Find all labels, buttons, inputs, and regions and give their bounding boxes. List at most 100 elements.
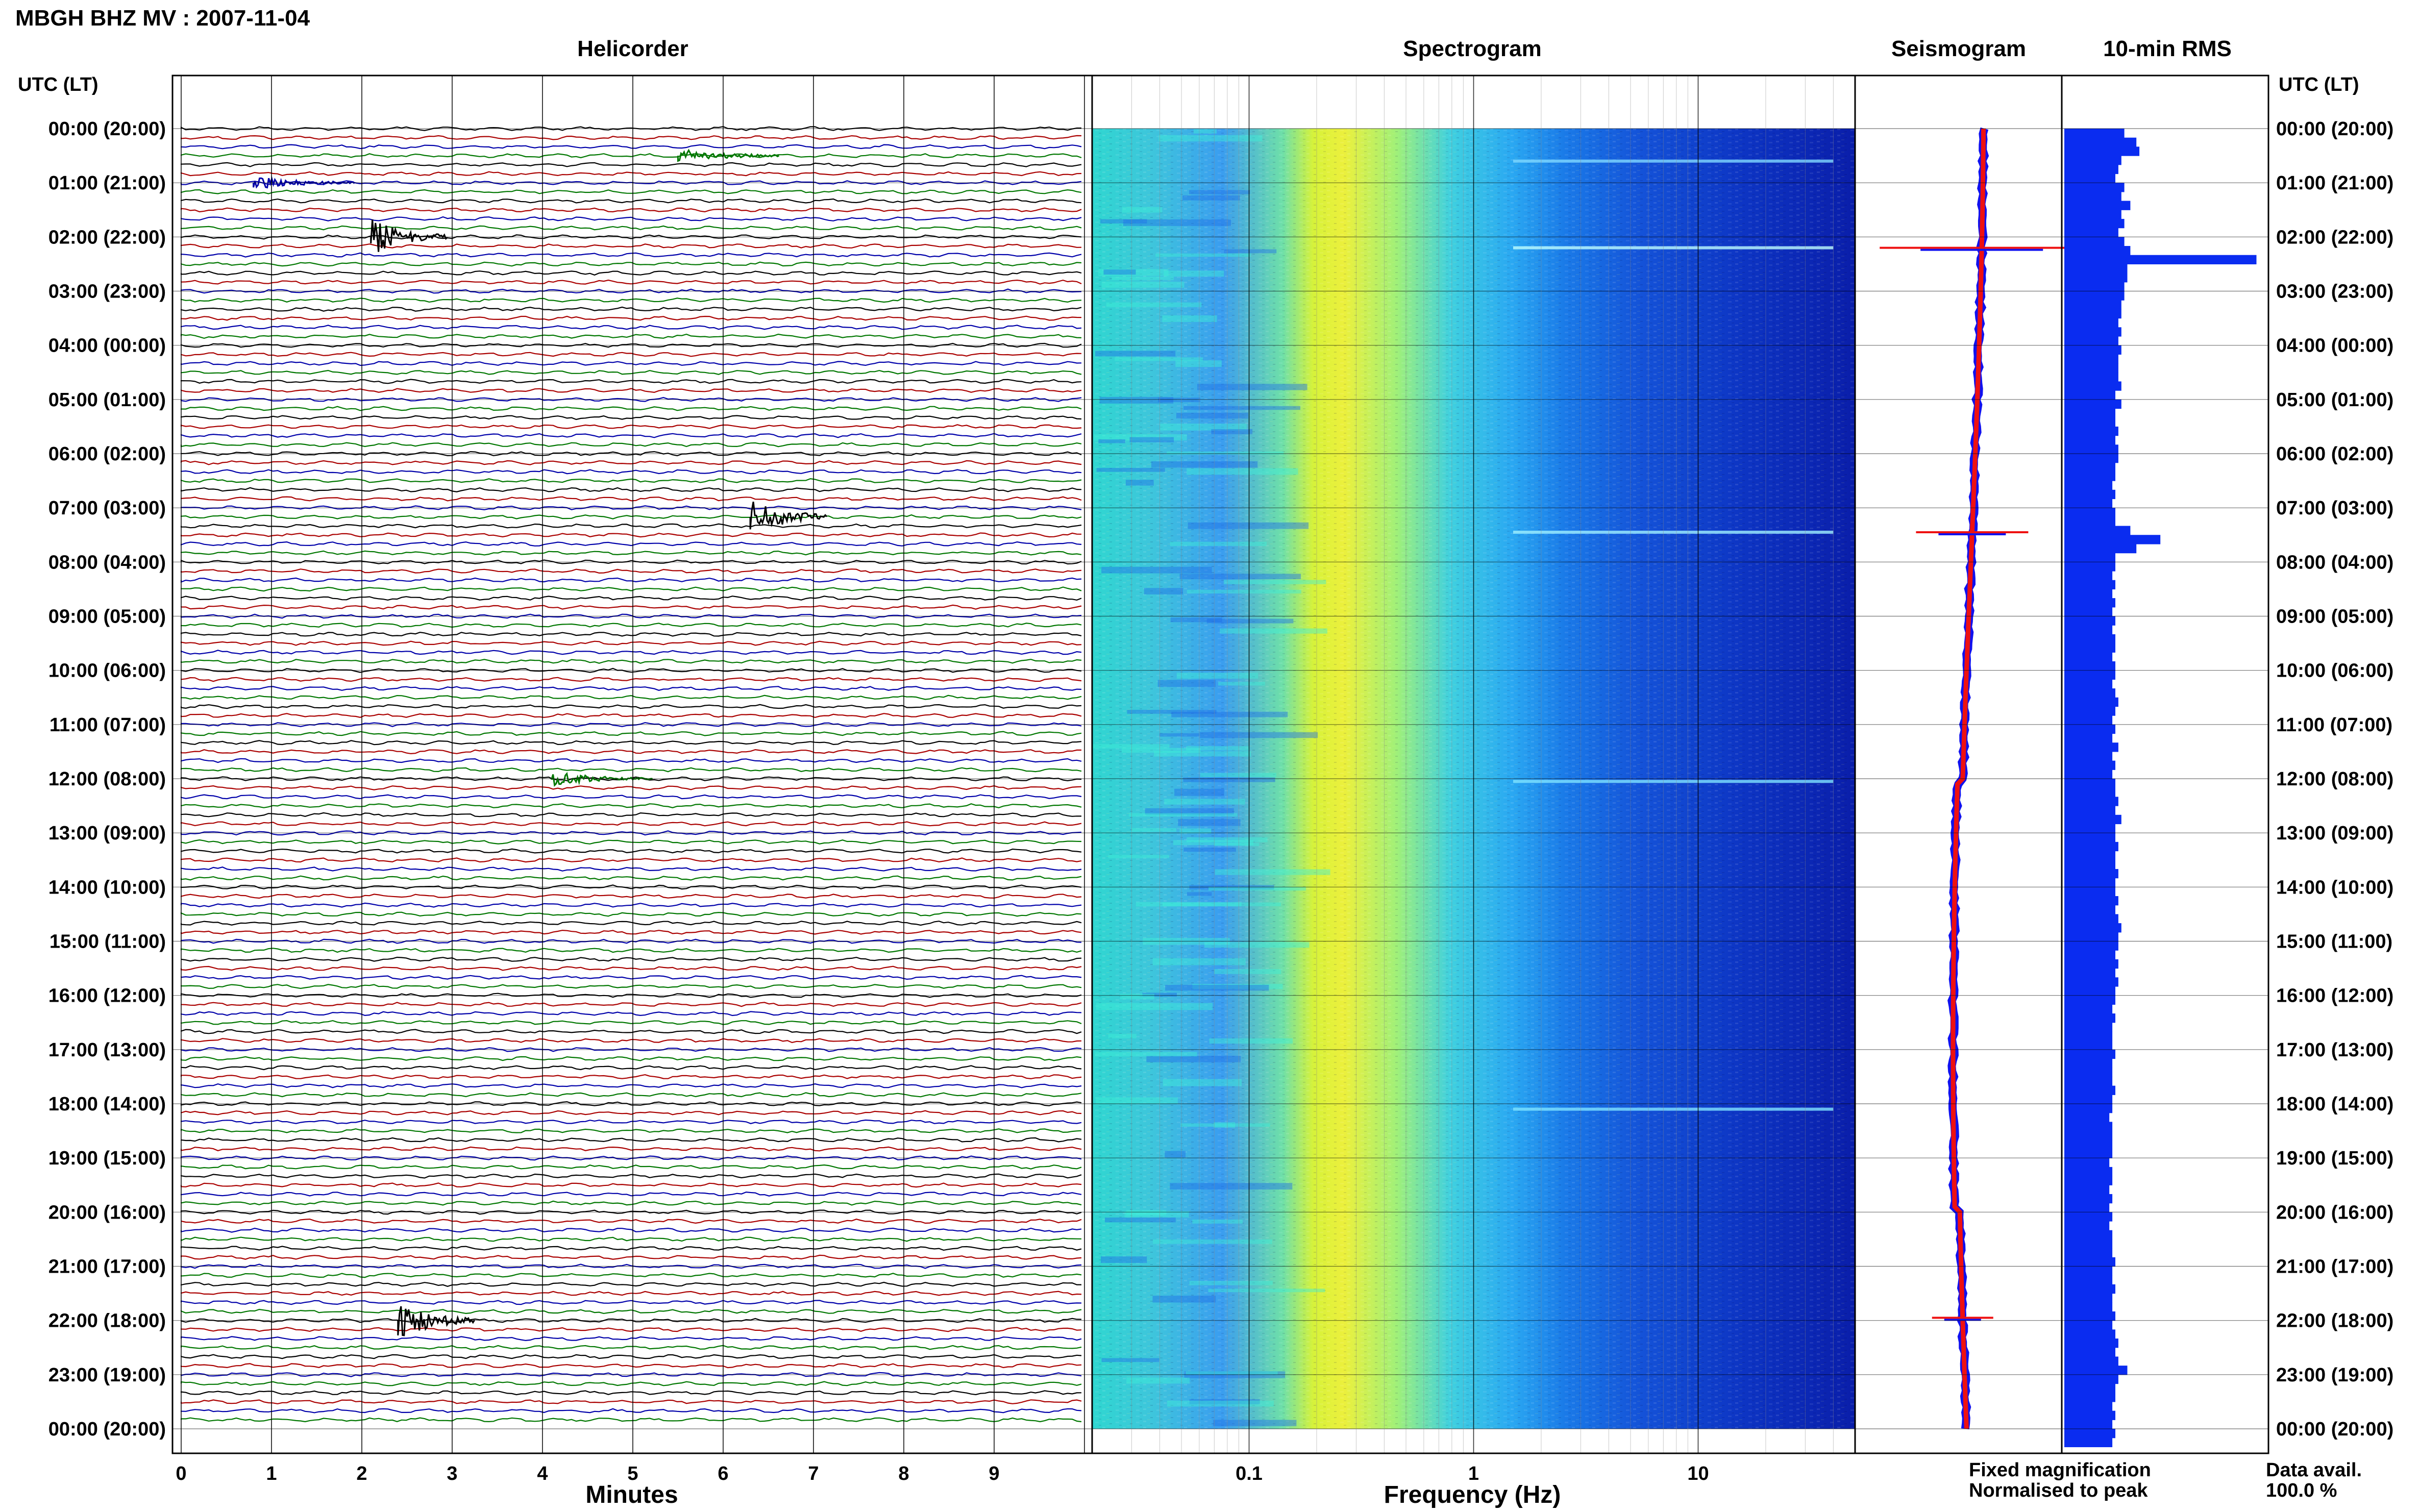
rms-bar	[2064, 1076, 2113, 1086]
helicorder-trace	[180, 496, 1082, 502]
helicorder-trace	[180, 478, 1082, 483]
rms-bar	[2064, 183, 2125, 192]
helicorder-event	[397, 1306, 476, 1336]
spectrogram-streak	[1159, 733, 1199, 737]
helicorder-trace	[180, 1101, 1082, 1106]
spectrogram-title: Spectrogram	[1403, 36, 1541, 61]
panel-frames	[171, 75, 2269, 1454]
helicorder-trace	[180, 189, 1082, 194]
spectrogram-streak	[1180, 1123, 1270, 1127]
time-label: 13:00 (09:00)	[2276, 823, 2393, 844]
helicorder-trace	[180, 1399, 1082, 1405]
helicorder-trace	[180, 369, 1082, 375]
rms-bar	[2064, 1158, 2110, 1168]
rms-bar	[2064, 562, 2115, 572]
data-avail-value: 100.0 %	[2266, 1480, 2337, 1501]
time-label: 05:00 (01:00)	[48, 389, 166, 411]
helicorder-trace	[180, 153, 1082, 159]
spectrogram-event-line	[1513, 780, 1834, 783]
spectrogram-streak	[1204, 942, 1310, 948]
helicorder-trace	[180, 1390, 1082, 1396]
helicorder-trace	[180, 315, 1082, 321]
helicorder-trace	[180, 713, 1082, 718]
helicorder-trace	[180, 677, 1082, 682]
rms-bar	[2064, 516, 2115, 527]
time-label: 00:00 (20:00)	[48, 1419, 166, 1440]
rms-bar	[2064, 1429, 2115, 1439]
spectrogram-streak	[1170, 617, 1222, 623]
spectrogram-streak	[1158, 398, 1201, 403]
rms-bar	[2064, 426, 2118, 436]
rms-bar	[2064, 535, 2161, 544]
rms-bar	[2064, 318, 2118, 328]
spectrogram-streak	[1123, 219, 1231, 226]
rms-bar	[2064, 1176, 2113, 1185]
helicorder-trace	[180, 623, 1082, 628]
rms-bar	[2064, 1004, 2113, 1014]
spectrogram-streak	[1186, 746, 1250, 751]
spectrogram-streak	[1224, 249, 1277, 254]
spectrogram-streak	[1126, 1210, 1167, 1216]
rms-bar	[2064, 1058, 2113, 1068]
rms-bar	[2064, 607, 2113, 617]
time-label: 18:00 (14:00)	[48, 1094, 166, 1115]
helicorder-trace	[180, 866, 1082, 872]
rms-bar	[2064, 697, 2118, 707]
spectrogram-streak	[1158, 135, 1263, 142]
helicorder-trace	[180, 731, 1082, 736]
rms-bar	[2064, 472, 2115, 481]
spectrogram-streak	[1094, 434, 1187, 441]
spectrogram-event-line	[1513, 159, 1834, 163]
rms-bar	[2064, 1410, 2115, 1420]
rms-bar	[2064, 1275, 2113, 1285]
rms-bar	[2064, 237, 2125, 246]
frequency-ticks: 0.1 1 10	[1236, 1463, 1709, 1484]
rms-bar	[2064, 508, 2115, 517]
rms-bar	[2064, 462, 2115, 472]
helicorder-trace	[180, 767, 1082, 773]
time-label: 14:00 (10:00)	[48, 877, 166, 898]
spectrogram-streak	[1144, 588, 1183, 594]
spectrogram-streak	[1136, 902, 1242, 907]
helicorder-trace	[180, 631, 1082, 637]
helicorder-trace	[180, 306, 1082, 312]
minute-ticks: 0 1 2 3 4 5 6 7 8 9	[176, 1463, 999, 1484]
rms-bar	[2064, 1320, 2113, 1330]
time-label: 07:00 (03:00)	[2276, 498, 2393, 519]
rms-bar	[2064, 1239, 2113, 1249]
helicorder-trace	[180, 342, 1082, 348]
helicorder-trace	[180, 1417, 1082, 1423]
rms-bar	[2064, 742, 2118, 752]
time-label: 23:00 (19:00)	[2276, 1365, 2393, 1386]
spectrogram-streak	[1096, 1003, 1213, 1010]
rms-bar	[2064, 1185, 2110, 1195]
helicorder-trace	[180, 216, 1082, 221]
helicorder-trace	[180, 442, 1082, 448]
rms-bar	[2064, 1284, 2115, 1294]
rms-bar	[2064, 932, 2118, 942]
helicorder-trace	[180, 929, 1082, 935]
rms-bar	[2064, 1339, 2118, 1348]
spectrogram-streak	[1127, 710, 1217, 714]
spectrogram-streak	[1098, 269, 1169, 276]
helicorder-trace	[180, 604, 1082, 610]
helicorder-trace	[180, 894, 1082, 899]
spectrogram-streak	[1108, 1034, 1137, 1038]
rms-bar	[2064, 390, 2115, 400]
helicorder-trace	[180, 1110, 1082, 1116]
spectrogram-streak	[1223, 580, 1326, 584]
spectrogram-streak	[1214, 842, 1260, 847]
helicorder-trace	[180, 1408, 1082, 1414]
spectrogram-streak	[1179, 574, 1301, 579]
time-label: 02:00 (22:00)	[2276, 227, 2393, 248]
minute-tick-label: 1	[266, 1463, 277, 1484]
helicorder-trace	[180, 1011, 1082, 1017]
spectrogram-streak	[1175, 360, 1222, 367]
helicorder-trace	[180, 568, 1082, 574]
spectrogram-streak	[1187, 892, 1212, 896]
helicorder-trace	[180, 532, 1082, 538]
helicorder-trace	[180, 1227, 1082, 1233]
time-label: 17:00 (13:00)	[48, 1039, 166, 1061]
helicorder-trace	[180, 1173, 1082, 1179]
helicorder-trace	[180, 252, 1082, 258]
